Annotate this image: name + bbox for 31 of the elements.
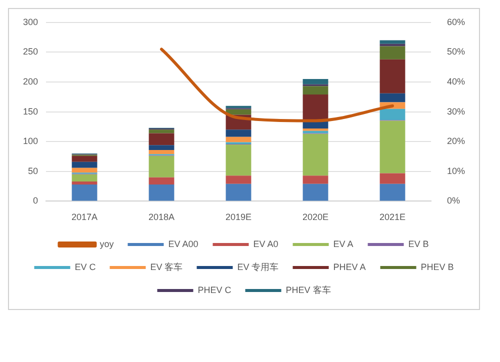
- y-tick-label: 0: [33, 196, 38, 206]
- y2-tick-label: 10%: [446, 166, 465, 176]
- y2-tick-label: 20%: [446, 136, 465, 146]
- x-tick-label: 2017A: [72, 212, 98, 222]
- x-tick-label: 2021E: [379, 212, 406, 222]
- y-tick-label: 300: [22, 16, 38, 27]
- legend-label: EV 客车: [150, 262, 183, 272]
- y2-tick-label: 60%: [446, 16, 465, 27]
- x-tick-label: 2020E: [302, 212, 329, 222]
- legend-label: PHEV C: [198, 284, 232, 295]
- legend-label: EV B: [408, 238, 429, 249]
- y-tick-label: 250: [22, 46, 38, 57]
- x-tick-label: 2019E: [225, 212, 252, 222]
- legend-label: PHEV B: [420, 262, 454, 272]
- y-tick-label: 150: [22, 106, 38, 116]
- y-tick-label: 200: [22, 76, 38, 86]
- legend-label: EV A00: [168, 238, 198, 249]
- y2-tick-label: 50%: [446, 46, 465, 57]
- legend-label: EV C: [74, 262, 96, 272]
- y-tick-label: 100: [22, 136, 38, 146]
- legend-label: yoy: [100, 238, 114, 249]
- legend-label: EV 专用车: [237, 262, 279, 272]
- y2-tick-label: 30%: [446, 106, 465, 116]
- legend-label: EV A0: [253, 238, 278, 249]
- legend-label: EV A: [333, 238, 354, 249]
- y-tick-label: 50: [28, 166, 38, 176]
- y2-tick-label: 0%: [446, 196, 460, 206]
- legend-label: PHEV A: [333, 262, 366, 272]
- legend-label: PHEV 客车: [286, 284, 331, 295]
- x-tick-label: 2018A: [148, 212, 175, 222]
- y2-tick-label: 40%: [446, 76, 465, 86]
